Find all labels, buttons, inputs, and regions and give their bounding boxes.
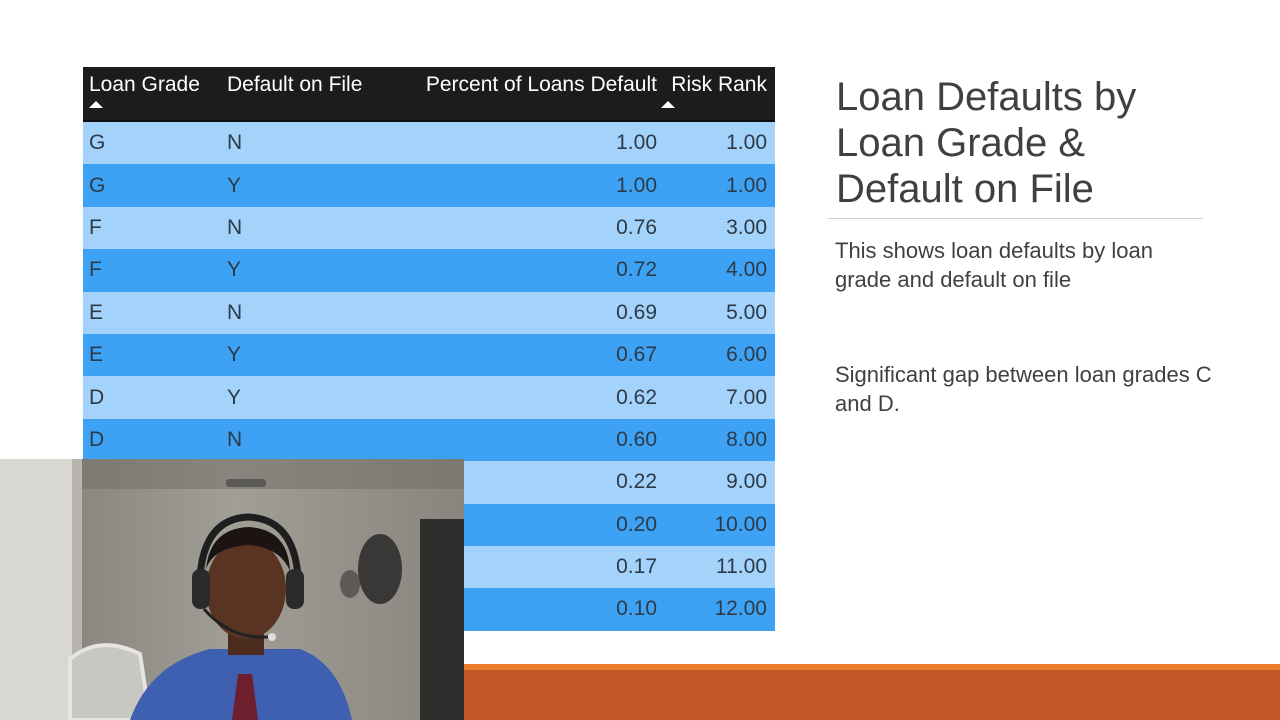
- cell-loan-grade: E: [89, 343, 104, 367]
- title-divider: [828, 218, 1203, 219]
- body-paragraph-2: Significant gap between loan grades C an…: [835, 362, 1212, 416]
- accent-bar-thick: [462, 670, 1280, 720]
- cell-default-on-file: Y: [227, 258, 242, 282]
- sort-ascending-icon: [89, 101, 103, 108]
- cell-default-on-file: N: [227, 131, 243, 155]
- cell-default-on-file: Y: [227, 343, 242, 367]
- cell-percent-default: 1.00: [616, 131, 657, 155]
- cell-risk-rank: 6.00: [726, 343, 767, 367]
- cell-default-on-file: N: [227, 300, 243, 324]
- table-row[interactable]: E N 0.69 5.00: [83, 291, 775, 334]
- column-header-label: Default on File: [227, 73, 363, 96]
- column-header-label: Percent of Loans Default: [425, 73, 657, 96]
- cell-risk-rank: 7.00: [726, 385, 767, 409]
- cell-risk-rank: 8.00: [726, 427, 767, 451]
- table-row[interactable]: G N 1.00 1.00: [83, 122, 775, 165]
- cell-risk-rank: 12.00: [714, 597, 767, 621]
- cell-percent-default: 0.62: [616, 385, 657, 409]
- cell-default-on-file: Y: [227, 385, 242, 409]
- slide-title: Loan Defaults by Loan Grade & Default on…: [836, 75, 1137, 211]
- table-row[interactable]: F N 0.76 3.00: [83, 206, 775, 250]
- cell-risk-rank: 3.00: [726, 215, 767, 239]
- webcam-overlay: [0, 459, 464, 720]
- sort-ascending-icon: [661, 101, 675, 108]
- cell-percent-default: 0.20: [616, 512, 657, 536]
- column-header-percent-default[interactable]: Percent of Loans Default: [391, 67, 657, 97]
- column-header-label: Risk Rank: [671, 73, 767, 96]
- cell-percent-default: 0.10: [616, 597, 657, 621]
- cell-percent-default: 0.17: [616, 555, 657, 579]
- cell-risk-rank: 10.00: [714, 512, 767, 536]
- cell-percent-default: 0.72: [616, 258, 657, 282]
- cell-loan-grade: F: [89, 215, 102, 239]
- cell-loan-grade: F: [89, 258, 102, 282]
- cell-risk-rank: 11.00: [716, 555, 767, 579]
- cell-risk-rank: 5.00: [726, 300, 767, 324]
- cell-loan-grade: E: [89, 300, 104, 324]
- column-header-default-on-file[interactable]: Default on File: [221, 67, 391, 97]
- table-row[interactable]: D N 0.60 8.00: [83, 418, 775, 462]
- cell-percent-default: 0.22: [616, 470, 657, 494]
- column-header-loan-grade[interactable]: Loan Grade: [83, 67, 221, 108]
- table-header: Loan Grade Default on File Percent of Lo…: [83, 67, 775, 122]
- table-row[interactable]: G Y 1.00 1.00: [83, 164, 775, 207]
- table-row[interactable]: F Y 0.72 4.00: [83, 249, 775, 292]
- cell-loan-grade: D: [89, 385, 105, 409]
- table-row[interactable]: E Y 0.67 6.00: [83, 333, 775, 377]
- webcam-presenter-image: [0, 459, 464, 720]
- cell-default-on-file: N: [227, 427, 243, 451]
- cell-percent-default: 0.69: [616, 300, 657, 324]
- column-header-risk-rank[interactable]: Risk Rank: [657, 67, 775, 108]
- cell-default-on-file: N: [227, 215, 243, 239]
- cell-percent-default: 1.00: [616, 173, 657, 197]
- column-header-label: Loan Grade: [89, 73, 200, 96]
- body-paragraph-1: This shows loan defaults by loan grade a…: [835, 238, 1153, 292]
- cell-loan-grade: D: [89, 427, 105, 451]
- accent-bar-thin: [462, 664, 1280, 670]
- cell-percent-default: 0.60: [616, 427, 657, 451]
- cell-risk-rank: 4.00: [726, 258, 767, 282]
- cell-percent-default: 0.67: [616, 343, 657, 367]
- cell-risk-rank: 1.00: [726, 131, 767, 155]
- table-row[interactable]: D Y 0.62 7.00: [83, 376, 775, 419]
- cell-default-on-file: Y: [227, 173, 242, 197]
- cell-percent-default: 0.76: [616, 215, 657, 239]
- cell-risk-rank: 9.00: [726, 470, 767, 494]
- cell-risk-rank: 1.00: [726, 173, 767, 197]
- cell-loan-grade: G: [89, 131, 106, 155]
- cell-loan-grade: G: [89, 173, 106, 197]
